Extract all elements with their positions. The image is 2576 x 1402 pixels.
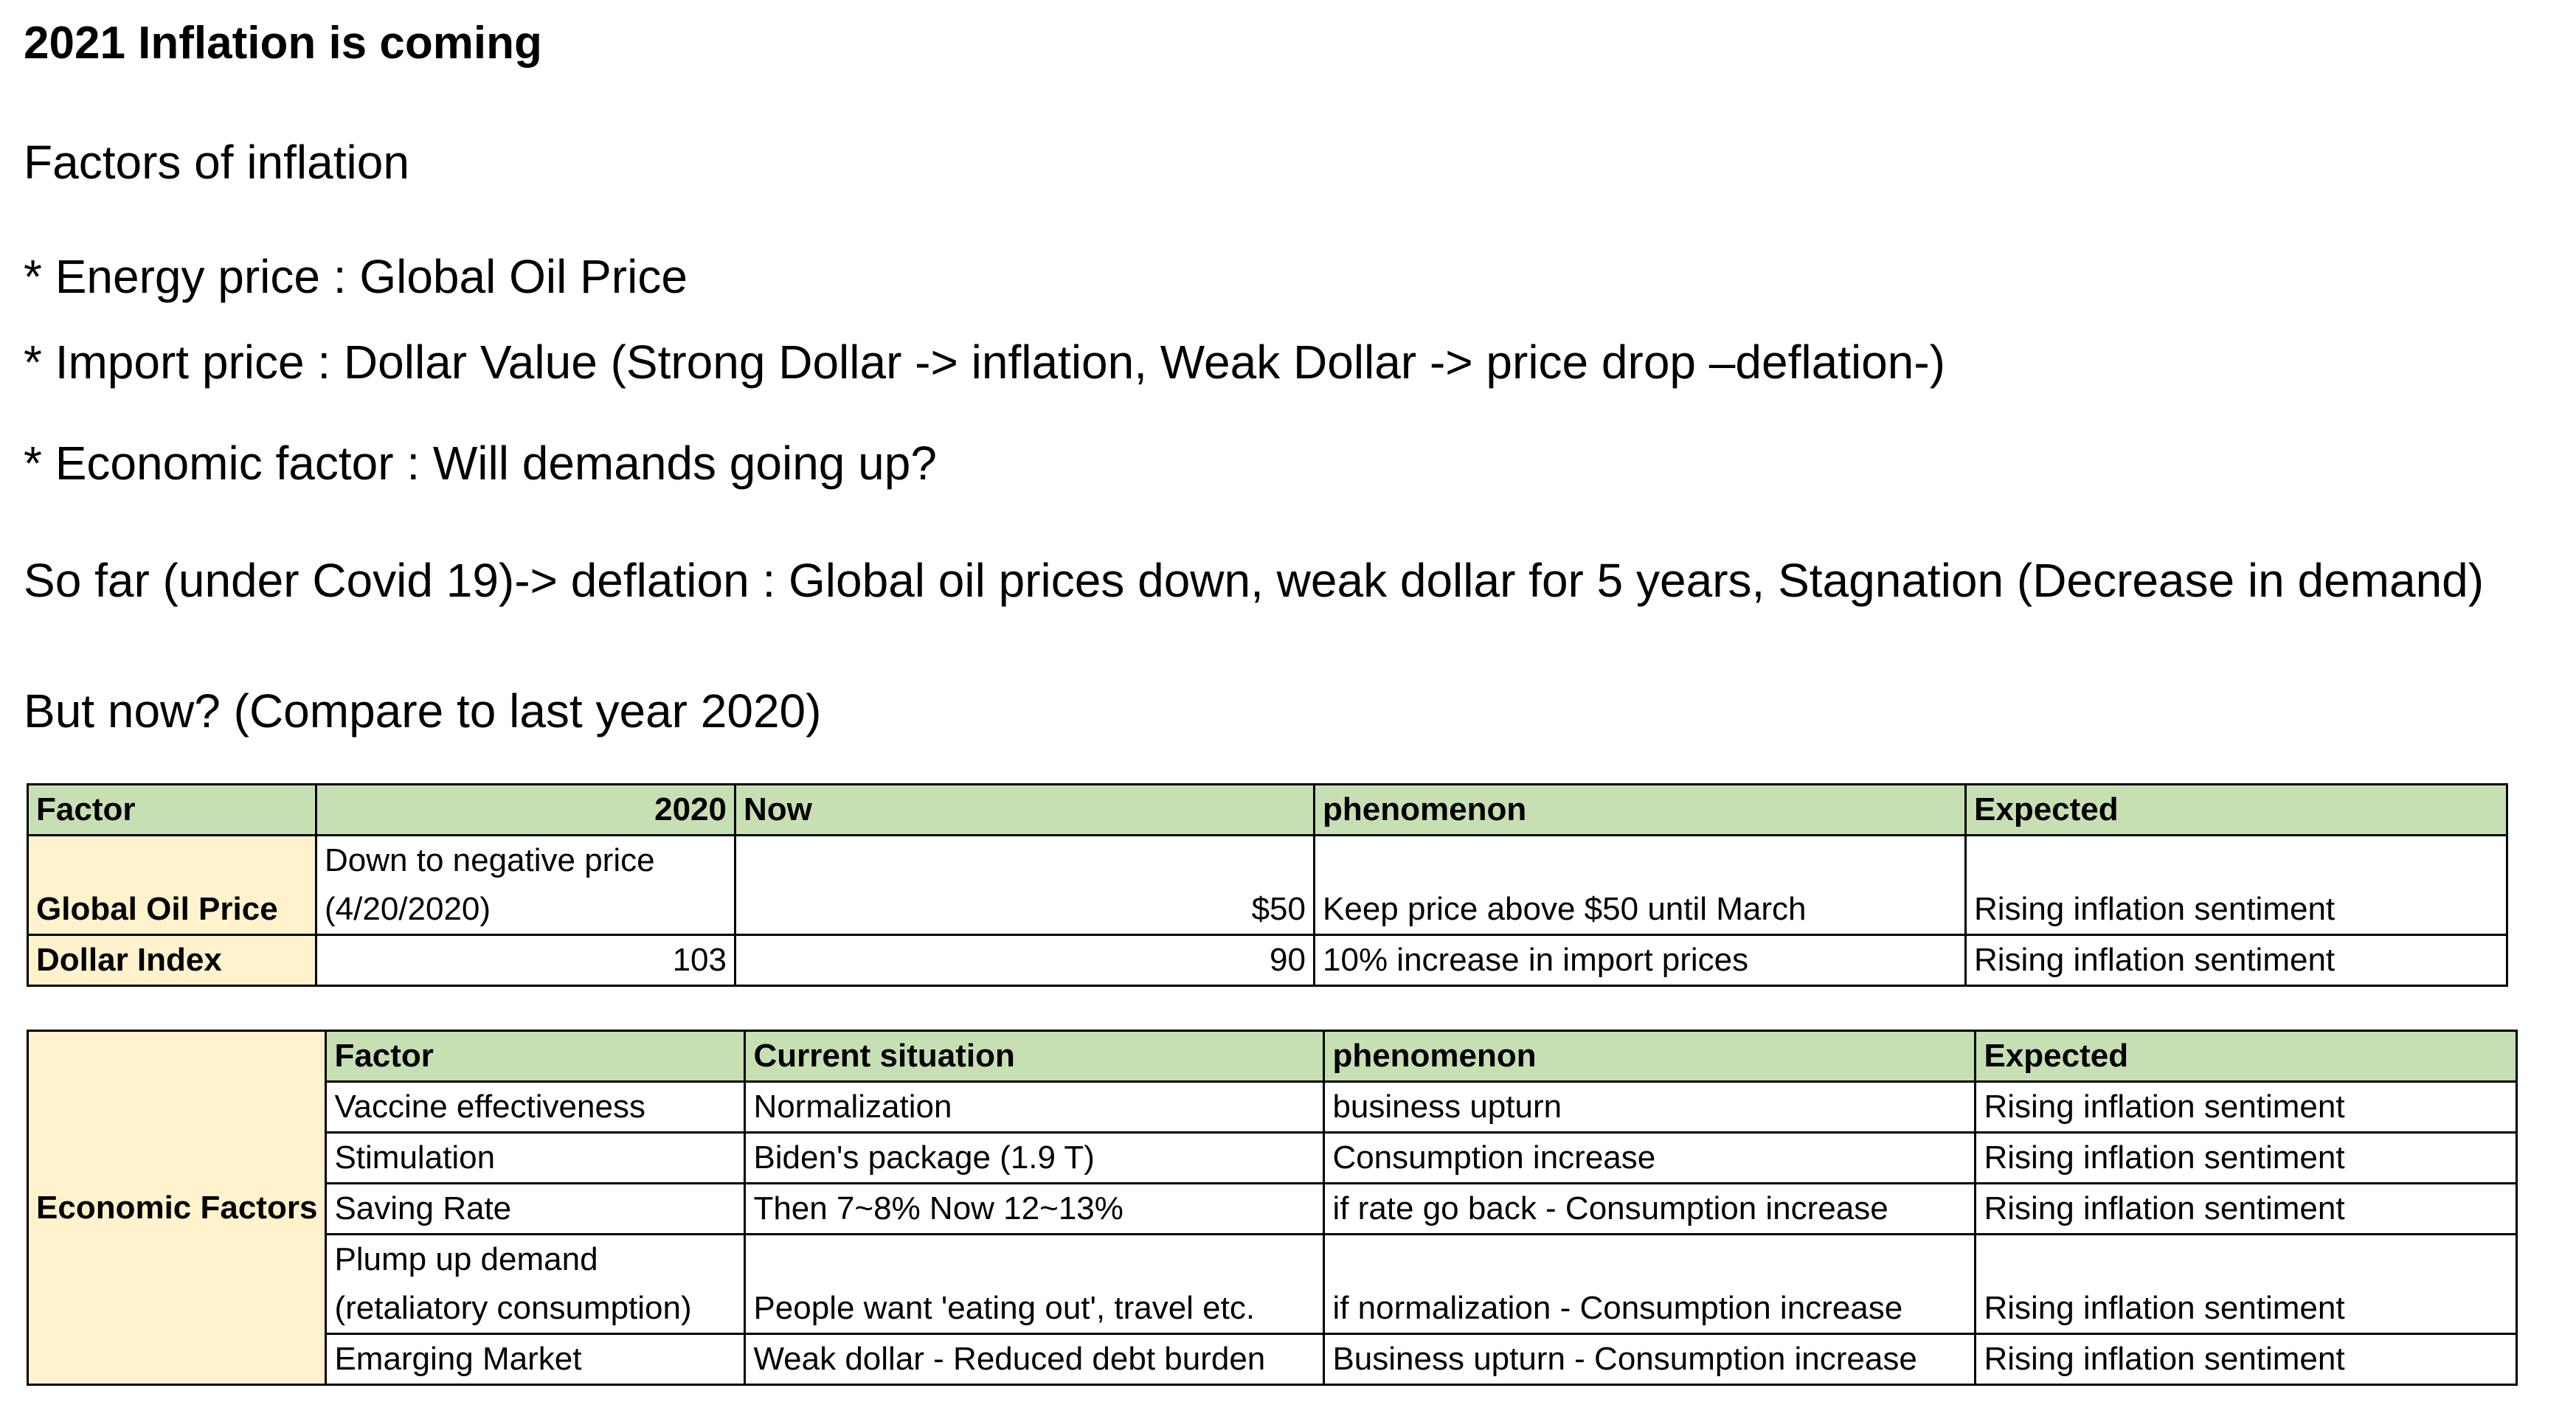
cell-expected: Rising inflation sentiment — [1974, 1233, 2518, 1335]
row-label-global-oil-price: Global Oil Price — [27, 834, 317, 936]
bullet-economic-factor: * Economic factor : Will demands going u… — [24, 437, 937, 490]
table-row: Plump up demand (retaliatory consumption)… — [28, 1233, 2518, 1335]
table-row: Vaccine effectiveness Normalization busi… — [28, 1080, 2518, 1134]
economic-factors-table: Economic Factors Factor Current situatio… — [26, 1030, 2518, 1386]
cell-phenomenon: if rate go back - Consumption increase — [1323, 1182, 1977, 1235]
cell-expected: Rising inflation sentiment — [1974, 1131, 2518, 1184]
cell-phenomenon: Business upturn - Consumption increase — [1323, 1333, 1977, 1386]
cell-expected-oil: Rising inflation sentiment — [1964, 834, 2508, 936]
header-phenomenon: phenomenon — [1323, 1030, 1977, 1083]
cell-factor: Vaccine effectiveness — [325, 1080, 747, 1134]
header-expected: Expected — [1964, 783, 2508, 836]
but-now-question: But now? (Compare to last year 2020) — [24, 684, 822, 738]
cell-2020-oil: Down to negative price (4/20/2020) — [315, 834, 736, 936]
cell-phenomenon-dollar: 10% increase in import prices — [1313, 934, 1967, 987]
cell-factor-line2: (retaliatory consumption) — [334, 1290, 692, 1326]
cell-2020-oil-line2: (4/20/2020) — [325, 891, 491, 927]
inflation-factors-table: Factor 2020 Now phenomenon Expected Glob… — [27, 783, 2508, 987]
cell-factor: Plump up demand (retaliatory consumption) — [325, 1233, 747, 1335]
table-row: Emarging Market Weak dollar - Reduced de… — [28, 1333, 2518, 1386]
row-label-dollar-index: Dollar Index — [27, 934, 317, 987]
header-expected: Expected — [1974, 1030, 2518, 1083]
table-header-row: Factor 2020 Now phenomenon Expected — [27, 783, 2508, 836]
cell-factor: Stimulation — [325, 1131, 747, 1184]
cell-situation: Then 7~8% Now 12~13% — [744, 1182, 1326, 1235]
cell-situation: Biden's package (1.9 T) — [744, 1131, 1326, 1184]
cell-2020-dollar: 103 — [315, 934, 736, 987]
header-factor: Factor — [325, 1030, 747, 1083]
table-row: Stimulation Biden's package (1.9 T) Cons… — [28, 1131, 2518, 1184]
cell-situation: People want 'eating out', travel etc. — [744, 1233, 1326, 1335]
header-factor: Factor — [27, 783, 317, 836]
cell-now-oil: $50 — [734, 834, 1315, 936]
cell-factor: Saving Rate — [325, 1182, 747, 1235]
cell-phenomenon: Consumption increase — [1323, 1131, 1977, 1184]
header-now: Now — [734, 783, 1315, 836]
cell-now-dollar: 90 — [734, 934, 1315, 987]
header-2020: 2020 — [315, 783, 736, 836]
cell-phenomenon-oil: Keep price above $50 until March — [1313, 834, 1967, 936]
cell-phenomenon: if normalization - Consumption increase — [1323, 1233, 1977, 1335]
cell-situation: Normalization — [744, 1080, 1326, 1134]
cell-expected: Rising inflation sentiment — [1974, 1333, 2518, 1386]
table-row: Dollar Index 103 90 10% increase in impo… — [27, 934, 2508, 987]
bullet-energy-price: * Energy price : Global Oil Price — [24, 250, 688, 303]
table-row: Saving Rate Then 7~8% Now 12~13% if rate… — [28, 1182, 2518, 1235]
header-phenomenon: phenomenon — [1313, 783, 1967, 836]
cell-factor: Emarging Market — [325, 1333, 747, 1386]
table-header-row: Economic Factors Factor Current situatio… — [26, 1030, 2518, 1386]
bullet-import-price: * Import price : Dollar Value (Strong Do… — [24, 336, 1945, 389]
cell-expected-dollar: Rising inflation sentiment — [1964, 934, 2508, 987]
table-row: Global Oil Price Down to negative price (… — [27, 834, 2508, 936]
economic-factors-group-label: Economic Factors — [26, 1030, 328, 1386]
cell-expected: Rising inflation sentiment — [1974, 1182, 2518, 1235]
cell-2020-oil-line1: Down to negative price — [325, 842, 655, 878]
page-title: 2021 Inflation is coming — [24, 18, 542, 69]
so-far-statement: So far (under Covid 19)-> deflation : Gl… — [24, 554, 2485, 607]
factors-heading: Factors of inflation — [24, 136, 409, 189]
cell-expected: Rising inflation sentiment — [1974, 1080, 2518, 1134]
cell-factor-line1: Plump up demand — [334, 1241, 598, 1277]
cell-phenomenon: business upturn — [1323, 1080, 1977, 1134]
cell-situation: Weak dollar - Reduced debt burden — [744, 1333, 1326, 1386]
header-current-situation: Current situation — [744, 1030, 1326, 1083]
